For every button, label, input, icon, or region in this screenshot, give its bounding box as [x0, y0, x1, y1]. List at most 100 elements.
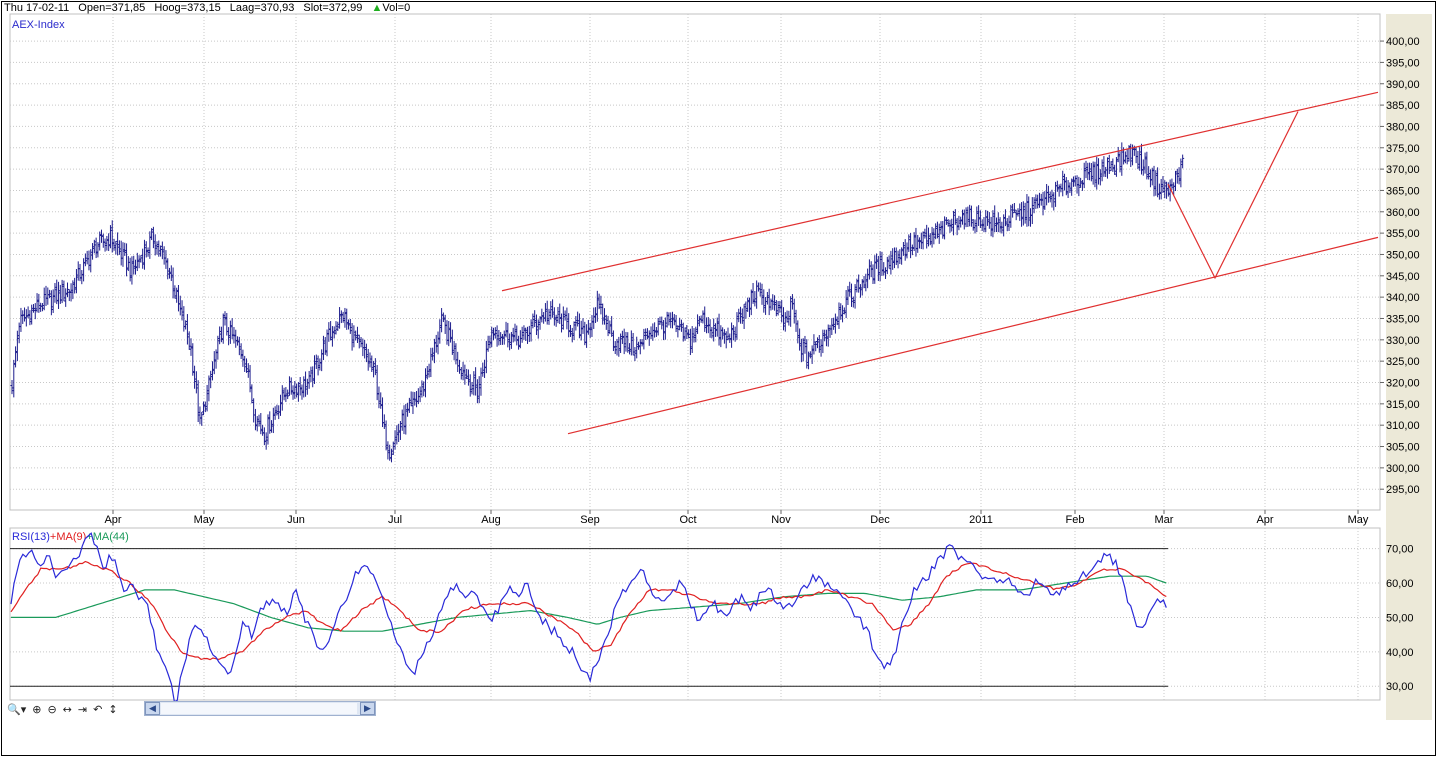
ohlc-bar — [98, 231, 102, 251]
ohlc-bar — [995, 217, 998, 233]
ohlc-bar — [62, 280, 66, 302]
ohlc-bar — [82, 258, 86, 282]
ohlc-bar — [758, 282, 762, 297]
vertical-resize-icon[interactable]: ↕ — [108, 702, 118, 716]
ohlc-bar — [189, 338, 193, 356]
ohlc-bar — [1127, 145, 1131, 162]
ohlc-bar — [164, 250, 168, 269]
ohlc-bar — [1082, 162, 1086, 189]
ohlc-bar — [477, 376, 481, 404]
ohlc-bar — [726, 327, 730, 341]
ohlc-bar — [812, 334, 816, 355]
ohlc-bar — [798, 328, 802, 351]
ohlc-bar — [49, 290, 53, 316]
ohlc-bar — [998, 217, 1002, 233]
x-tick-label: Mar — [1155, 514, 1174, 526]
y-tick-label: 325,00 — [1386, 356, 1420, 368]
ohlc-bar — [662, 320, 666, 341]
ohlc-bar — [850, 283, 854, 307]
x-tick-label: Feb — [1066, 514, 1085, 526]
ohlc-bar — [465, 368, 469, 380]
ohlc-bar — [713, 323, 717, 337]
y-tick-label: 370,00 — [1386, 164, 1420, 176]
ohlc-bar — [717, 313, 721, 346]
ohlc-bar — [848, 281, 852, 297]
ohlc-bar — [368, 352, 372, 368]
ohlc-bar — [536, 319, 540, 339]
ohlc-bar — [100, 229, 103, 243]
ohlc-bar — [792, 298, 796, 324]
zoom-menu-icon[interactable]: 🔍▾ — [7, 702, 27, 716]
zoom-out-icon[interactable]: ⊖ — [47, 702, 57, 716]
ohlc-bar — [953, 209, 957, 225]
ohlc-bar — [939, 221, 943, 235]
ohlc-bar — [373, 358, 377, 376]
ohlc-bar — [653, 322, 657, 338]
ohlc-bar — [869, 261, 873, 278]
scroll-right-button[interactable]: ▶ — [360, 702, 375, 715]
ohlc-bar — [628, 343, 632, 355]
reset-zoom-icon[interactable]: ↶ — [93, 702, 103, 716]
ohlc-bar — [816, 337, 819, 349]
ohlc-bar — [1066, 180, 1070, 199]
ohlc-bar — [355, 326, 359, 343]
ohlc-bar — [1070, 178, 1074, 196]
legend-entry: +MA(44) — [86, 531, 129, 543]
ohlc-bar — [1125, 149, 1129, 165]
ohlc-bar — [334, 321, 338, 335]
rsi-line — [10, 532, 1167, 703]
ohlc-bar — [1181, 154, 1185, 169]
ohlc-bar — [364, 343, 368, 363]
ohlc-bar — [959, 216, 963, 228]
y-tick-label: 400,00 — [1386, 36, 1420, 48]
ohlc-bar — [667, 312, 671, 326]
x-tick-label: Jul — [388, 514, 402, 526]
ohlc-bar — [264, 432, 268, 450]
ohlc-bar — [576, 311, 580, 327]
ohlc-bar — [1063, 173, 1067, 191]
ohlc-bar — [889, 250, 893, 275]
ohlc-bar — [243, 355, 247, 372]
ohlc-bar — [586, 319, 590, 335]
ohlc-bar — [282, 387, 286, 401]
ohlc-bar — [805, 339, 809, 369]
ohlc-bar — [785, 310, 789, 323]
ohlc-bar — [547, 308, 551, 325]
ohlc-bar — [139, 255, 143, 263]
ohlc-bar — [508, 333, 512, 351]
ohlc-bar — [51, 289, 55, 313]
right-margin-panel — [1386, 14, 1432, 720]
ohlc-bar — [926, 227, 930, 247]
ohlc-bar — [642, 328, 646, 350]
ohlc-bar — [989, 216, 993, 237]
scroll-left-button[interactable]: ◀ — [145, 702, 160, 715]
ohlc-bar — [196, 380, 200, 423]
ohlc-bar — [672, 314, 676, 326]
ohlc-bar — [71, 280, 75, 300]
ohlc-bar — [1141, 159, 1145, 176]
horizontal-resize-icon[interactable]: ↔ — [62, 702, 72, 716]
ohlc-bar — [241, 349, 245, 367]
zoom-in-icon[interactable]: ⊕ — [32, 702, 42, 716]
ohlc-bar — [74, 268, 78, 294]
chart-toolbar: 🔍▾ ⊕ ⊖ ↔ ⇥ ↶ ↕ — [4, 700, 1436, 718]
info-volume: Vol=0 — [382, 2, 411, 14]
ohlc-bar — [244, 358, 248, 373]
ohlc-bar — [896, 250, 900, 269]
ohlc-bar — [934, 223, 938, 240]
ohlc-bar — [492, 327, 496, 341]
ohlc-bar — [898, 249, 902, 265]
ohlc-bar — [986, 210, 990, 226]
ohlc-bar — [773, 295, 777, 311]
time-scrollbar[interactable]: ◀ ▶ — [144, 701, 376, 716]
ohlc-bar — [372, 361, 376, 378]
ohlc-info-bar: Thu 17-02-11 Open=371,85 Hoog=373,15 Laa… — [4, 2, 416, 16]
go-to-end-icon[interactable]: ⇥ — [77, 702, 88, 716]
ohlc-bar — [493, 327, 497, 339]
ohlc-bar — [232, 327, 236, 344]
ohlc-bar — [585, 324, 589, 348]
ohlc-bar — [880, 251, 884, 276]
scroll-thumb[interactable] — [161, 703, 357, 714]
ohlc-bar — [733, 326, 737, 342]
